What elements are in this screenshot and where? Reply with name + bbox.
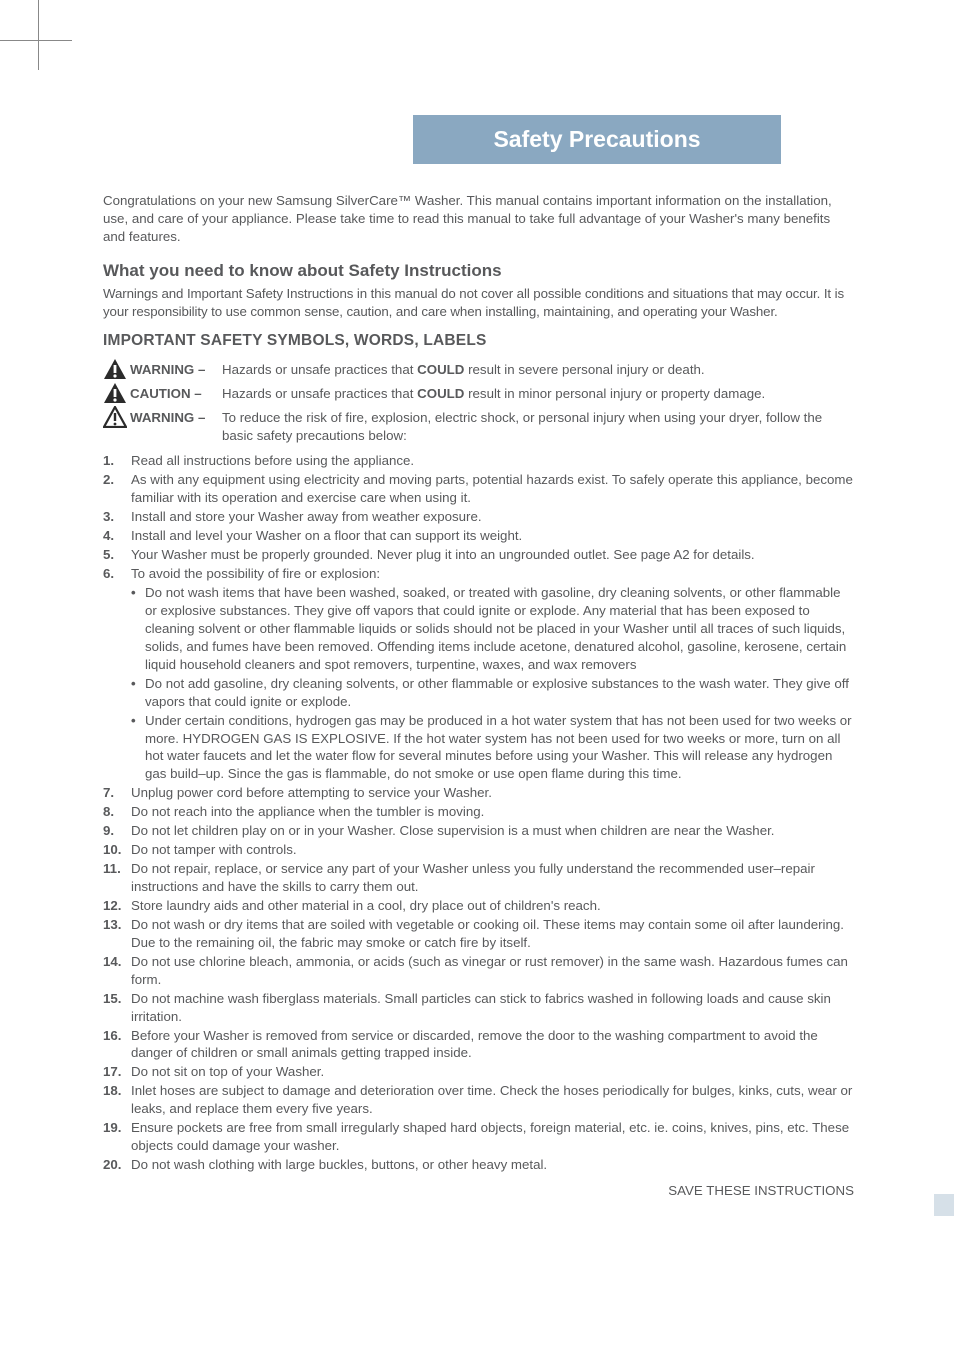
list-item: Do not reach into the appliance when the… [103, 803, 854, 821]
sub-list-item: Under certain conditions, hydrogen gas m… [131, 712, 854, 784]
warning-triangle-icon [103, 382, 130, 404]
list-item: As with any equipment using electricity … [103, 471, 854, 507]
list-item: Inlet hoses are subject to damage and de… [103, 1082, 854, 1118]
list-item: Your Washer must be properly grounded. N… [103, 546, 854, 564]
list-item: Do not let children play on or in your W… [103, 822, 854, 840]
list-item: Store laundry aids and other material in… [103, 897, 854, 915]
list-item: Before your Washer is removed from servi… [103, 1027, 854, 1063]
warning-label: WARNING – [130, 406, 222, 427]
list-item: Read all instructions before using the a… [103, 452, 854, 470]
list-item: Do not tamper with controls. [103, 841, 854, 859]
page-title: Safety Precautions [413, 115, 781, 164]
section-heading-symbols: IMPORTANT SAFETY SYMBOLS, WORDS, LABELS [103, 331, 854, 352]
crop-mark-horizontal [0, 40, 72, 41]
save-instructions-label: SAVE THESE INSTRUCTIONS [103, 1182, 854, 1200]
warning-text: Hazards or unsafe practices that COULD r… [222, 382, 854, 403]
list-item: Do not repair, replace, or service any p… [103, 860, 854, 896]
warning-symbol-row: CAUTION –Hazards or unsafe practices tha… [103, 382, 854, 404]
sub-list-item: Do not wash items that have been washed,… [131, 584, 854, 674]
crop-mark-vertical [38, 0, 39, 70]
sub-list-item: Do not add gasoline, dry cleaning solven… [131, 675, 854, 711]
section-heading-safety-instructions: What you need to know about Safety Instr… [103, 260, 854, 283]
warning-text: To reduce the risk of fire, explosion, e… [222, 406, 854, 445]
list-item: Do not wash clothing with large buckles,… [103, 1156, 854, 1174]
sub-list: Do not wash items that have been washed,… [131, 584, 854, 783]
warning-triangle-icon [103, 406, 130, 428]
warning-symbol-row: WARNING –Hazards or unsafe practices tha… [103, 358, 854, 380]
list-item: Do not use chlorine bleach, ammonia, or … [103, 953, 854, 989]
list-item: Unplug power cord before attempting to s… [103, 784, 854, 802]
warning-triangle-icon [103, 358, 130, 380]
safety-instruction-list: Read all instructions before using the a… [103, 452, 854, 1174]
page-content: Safety Precautions Congratulations on yo… [0, 0, 954, 1240]
list-item: Ensure pockets are free from small irreg… [103, 1119, 854, 1155]
list-item: Do not wash or dry items that are soiled… [103, 916, 854, 952]
section-body-safety-instructions: Warnings and Important Safety Instructio… [103, 285, 854, 321]
warning-symbol-row: WARNING –To reduce the risk of fire, exp… [103, 406, 854, 445]
list-item: Install and level your Washer on a floor… [103, 527, 854, 545]
list-item: Do not machine wash fiberglass materials… [103, 990, 854, 1026]
warning-label: WARNING – [130, 358, 222, 379]
footer-tab [934, 1194, 954, 1216]
list-item: Install and store your Washer away from … [103, 508, 854, 526]
list-item: To avoid the possibility of fire or expl… [103, 565, 854, 783]
warning-text: Hazards or unsafe practices that COULD r… [222, 358, 854, 379]
warning-label: CAUTION – [130, 382, 222, 403]
intro-paragraph: Congratulations on your new Samsung Silv… [103, 192, 854, 246]
list-item: Do not sit on top of your Washer. [103, 1063, 854, 1081]
